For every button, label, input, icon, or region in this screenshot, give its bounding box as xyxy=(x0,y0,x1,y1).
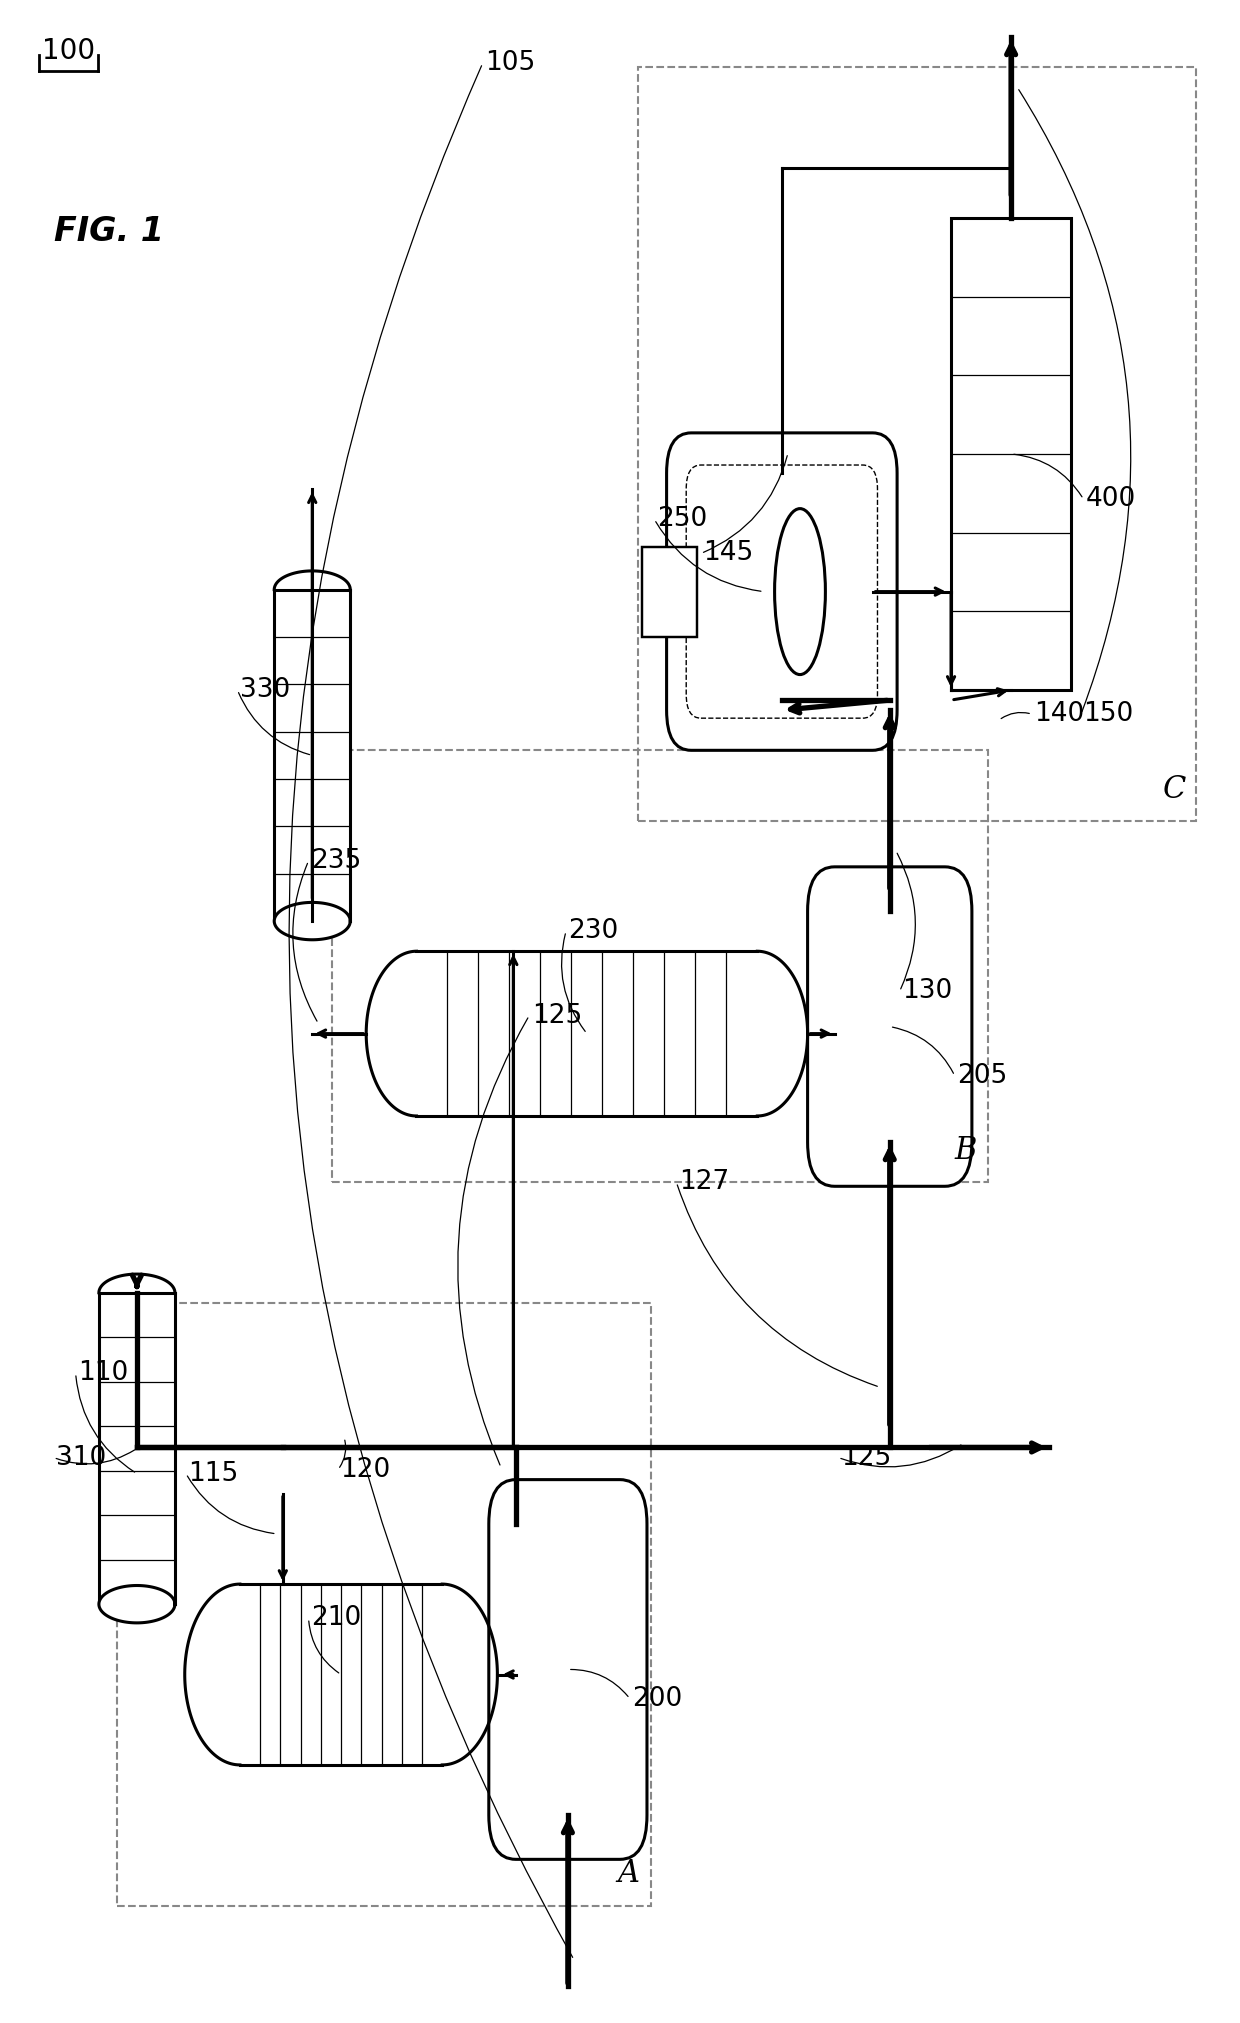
Text: 127: 127 xyxy=(678,1169,729,1196)
FancyBboxPatch shape xyxy=(667,433,897,751)
Polygon shape xyxy=(185,1584,497,1764)
Polygon shape xyxy=(274,902,350,941)
Bar xyxy=(639,67,1197,821)
Text: 205: 205 xyxy=(957,1062,1007,1088)
Polygon shape xyxy=(99,1274,175,1293)
Text: C: C xyxy=(1163,773,1185,805)
Text: 200: 200 xyxy=(632,1685,682,1711)
Polygon shape xyxy=(99,1586,175,1622)
Bar xyxy=(99,1293,175,1604)
Text: 400: 400 xyxy=(1086,486,1136,512)
Text: 105: 105 xyxy=(485,51,536,77)
Text: 100: 100 xyxy=(42,36,94,65)
Text: 330: 330 xyxy=(239,678,290,704)
Text: 230: 230 xyxy=(568,918,619,945)
Bar xyxy=(118,1303,651,1906)
Text: 110: 110 xyxy=(78,1359,128,1386)
Text: 150: 150 xyxy=(1084,702,1133,726)
Text: B: B xyxy=(955,1135,977,1165)
Text: 145: 145 xyxy=(703,540,754,566)
Text: 310: 310 xyxy=(56,1444,107,1471)
Bar xyxy=(641,546,697,637)
FancyBboxPatch shape xyxy=(489,1479,647,1859)
Text: 140: 140 xyxy=(1034,702,1085,726)
Ellipse shape xyxy=(775,508,826,674)
Text: 130: 130 xyxy=(901,979,952,1003)
Text: 125: 125 xyxy=(841,1444,892,1471)
Text: 125: 125 xyxy=(532,1003,582,1028)
Text: 120: 120 xyxy=(341,1457,391,1483)
Text: A: A xyxy=(618,1859,640,1889)
Polygon shape xyxy=(274,570,350,589)
Text: FIG. 1: FIG. 1 xyxy=(53,216,164,249)
Text: 235: 235 xyxy=(311,848,361,874)
Polygon shape xyxy=(366,951,807,1117)
Bar xyxy=(332,751,988,1181)
FancyBboxPatch shape xyxy=(807,866,972,1185)
Text: 210: 210 xyxy=(311,1606,361,1631)
Bar xyxy=(274,589,350,920)
Text: 250: 250 xyxy=(657,506,707,532)
Text: 115: 115 xyxy=(188,1461,238,1487)
Bar xyxy=(951,218,1071,690)
